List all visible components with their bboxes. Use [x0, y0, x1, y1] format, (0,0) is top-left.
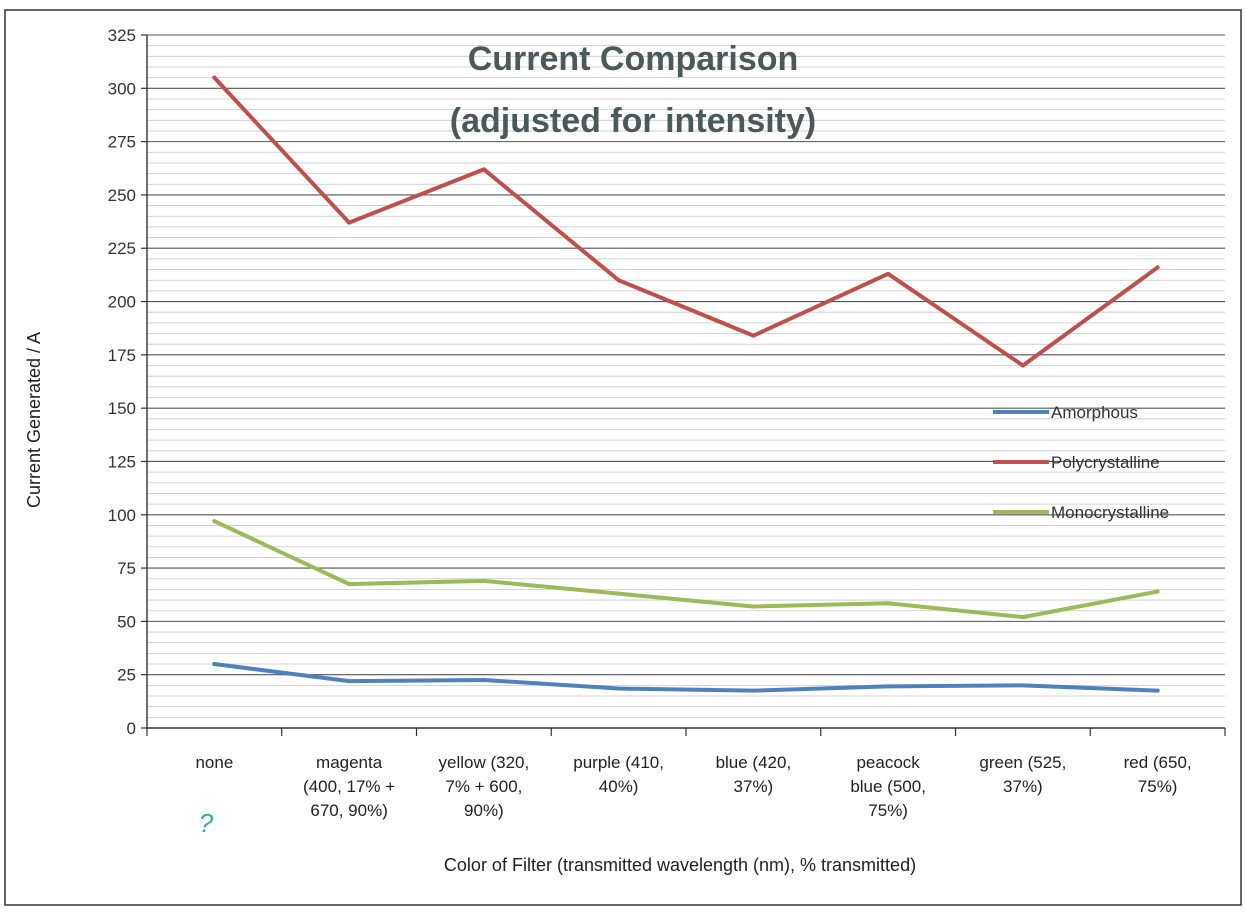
y-tick-label: 25 [117, 666, 136, 685]
x-category-label-line: peacock [856, 753, 920, 772]
data-point [481, 167, 486, 172]
data-point [751, 688, 756, 693]
y-tick-label: 300 [108, 79, 136, 98]
x-category-label: purple (410, 40%) [573, 753, 664, 796]
x-category-label-line: green (525, [979, 753, 1066, 772]
data-point [616, 686, 621, 691]
y-tick-label: 250 [108, 186, 136, 205]
y-tick-label: 275 [108, 133, 136, 152]
data-point [886, 684, 891, 689]
data-point [212, 75, 217, 80]
x-category-labels: none magenta (400, 17% + 670, 90%) yellow (3… [195, 753, 1191, 820]
data-point [347, 679, 352, 684]
x-category-label-line: (400, 17% + [303, 777, 395, 796]
y-tick-label: 175 [108, 346, 136, 365]
chart-title-line-1: Current Comparison [468, 40, 799, 78]
x-category-label-line: 40%) [599, 777, 639, 796]
x-category-label: peacock blue (500, 75%) [850, 753, 926, 820]
x-category-label: blue (420, 37%) [716, 753, 792, 796]
y-tick-label: 125 [108, 452, 136, 471]
data-point [1155, 265, 1160, 270]
x-category-label-line: 37%) [1003, 777, 1043, 796]
x-axis-title: Color of Filter (transmitted wavelength … [444, 855, 916, 875]
x-category-label-line: blue (420, [716, 753, 792, 772]
x-category-label: magenta (400, 17% + 670, 90%) [303, 753, 395, 820]
data-point [1020, 615, 1025, 620]
series-lines [212, 75, 1160, 693]
data-point [1155, 589, 1160, 594]
y-axis-title: Current Generated / A [24, 332, 44, 508]
data-point [616, 278, 621, 283]
data-point [212, 519, 217, 524]
data-point [212, 662, 217, 667]
y-tick-label: 0 [127, 719, 136, 738]
x-category-label: red (650, 75%) [1124, 753, 1192, 796]
series-line-polycrystalline [212, 75, 1160, 368]
y-tick-label: 200 [108, 293, 136, 312]
y-tick-label: 325 [108, 26, 136, 45]
chart-border [4, 9, 1242, 906]
data-point [751, 333, 756, 338]
legend: Amorphous Polycrystalline Monocrystalline [993, 403, 1169, 522]
x-category-label-line: 90%) [464, 801, 504, 820]
y-tick-label: 150 [108, 399, 136, 418]
chart-title-line-2: (adjusted for intensity) [450, 102, 816, 140]
data-point [1020, 363, 1025, 368]
x-category-label-line: none [195, 753, 233, 772]
y-tick-label: 225 [108, 239, 136, 258]
x-category-label-line: 670, 90%) [310, 801, 388, 820]
y-tick-label: 75 [117, 559, 136, 578]
x-category-label-line: 75%) [868, 801, 908, 820]
data-point [347, 220, 352, 225]
x-category-label: yellow (320, 7% + 600, 90%) [439, 753, 530, 820]
handwritten-question-mark: ? [199, 808, 214, 838]
legend-entry-label: Monocrystalline [1051, 503, 1169, 522]
x-category-label-line: 75%) [1138, 777, 1178, 796]
data-point [886, 271, 891, 276]
y-tick-label: 100 [108, 506, 136, 525]
x-category-label-line: 7% + 600, [445, 777, 522, 796]
data-point [886, 601, 891, 606]
x-category-label: green (525, 37%) [979, 753, 1066, 796]
data-point [481, 578, 486, 583]
data-point [481, 678, 486, 683]
x-category-label-line: red (650, [1124, 753, 1192, 772]
axes [141, 34, 1226, 736]
data-point [751, 604, 756, 609]
series-line-monocrystalline [212, 519, 1160, 620]
data-point [1155, 688, 1160, 693]
legend-entry-label: Polycrystalline [1051, 453, 1160, 472]
series-line-amorphous [212, 662, 1160, 693]
legend-entry-label: Amorphous [1051, 403, 1138, 422]
data-point [1020, 683, 1025, 688]
x-category-label-line: yellow (320, [439, 753, 530, 772]
y-tick-labels: 0 25 50 75 100 125 150 175 200 225 250 275 300 325 [108, 26, 136, 738]
data-point [347, 582, 352, 587]
x-category-label-line: blue (500, [850, 777, 926, 796]
x-category-label-line: 37%) [734, 777, 774, 796]
y-tick-label: 50 [117, 612, 136, 631]
x-category-label: none [195, 753, 233, 772]
x-category-label-line: magenta [316, 753, 383, 772]
x-category-label-line: purple (410, [573, 753, 664, 772]
data-point [616, 591, 621, 596]
